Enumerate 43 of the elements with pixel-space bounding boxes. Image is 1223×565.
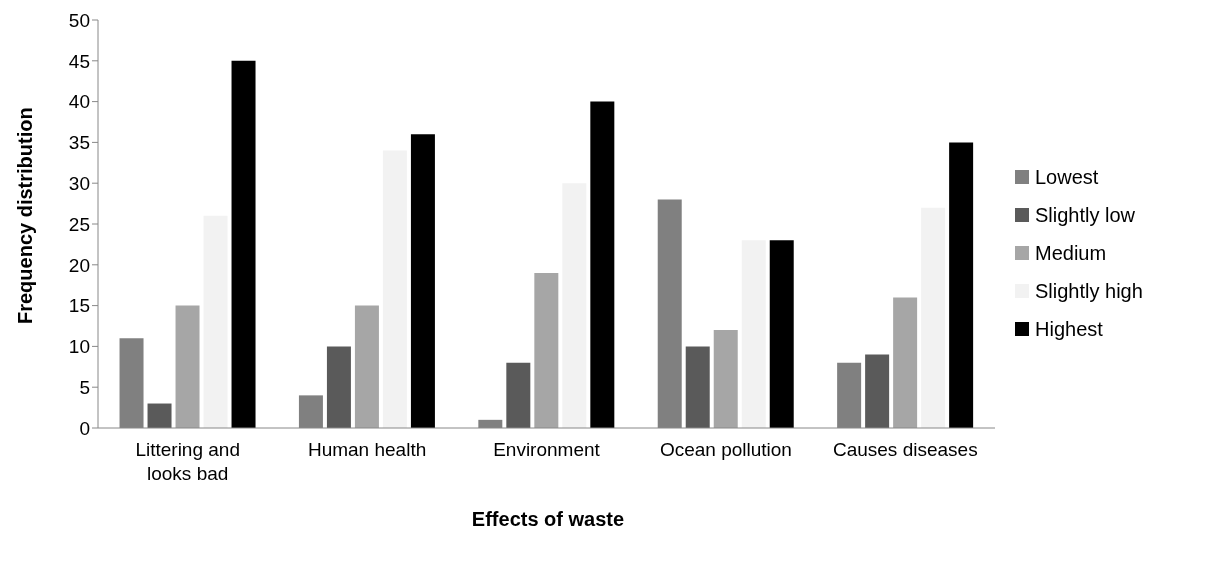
- y-tick-label: 40: [68, 91, 90, 113]
- y-tick-label: 45: [68, 50, 90, 72]
- legend-label: Slightly high: [1035, 279, 1143, 303]
- legend-label: Medium: [1035, 241, 1107, 265]
- bar: [562, 183, 587, 428]
- x-tick-label: Human health: [307, 439, 427, 460]
- legend-label: Lowest: [1035, 165, 1099, 189]
- bar: [354, 305, 379, 428]
- y-tick-label: 50: [68, 9, 90, 31]
- x-tick-label: Ocean pollution: [659, 439, 792, 460]
- bar: [741, 240, 766, 428]
- bar: [769, 240, 794, 428]
- y-tick-label: 5: [79, 376, 90, 398]
- bar: [506, 362, 531, 428]
- y-tick-label: 20: [68, 254, 90, 276]
- bar: [203, 215, 228, 428]
- bar: [865, 354, 890, 428]
- bar: [590, 101, 615, 428]
- bar: [713, 330, 738, 428]
- y-tick-label: 15: [68, 295, 90, 317]
- bar: [921, 207, 946, 428]
- x-tick-label: Littering and looks bad: [135, 439, 240, 484]
- bar: [410, 134, 435, 428]
- bar: [231, 60, 256, 428]
- y-tick-label: 35: [68, 132, 90, 154]
- x-tick-label: Causes diseases: [832, 439, 978, 460]
- bar: [893, 297, 918, 428]
- x-axis-title: Effects of waste: [470, 508, 626, 531]
- bar: [175, 305, 200, 428]
- x-tick-label: Environment: [493, 439, 601, 460]
- legend-label: Highest: [1035, 317, 1103, 341]
- y-tick-label: 0: [79, 417, 90, 439]
- y-tick-label: 30: [68, 172, 90, 194]
- bar: [534, 272, 559, 428]
- legend-label: Slightly low: [1035, 203, 1136, 227]
- bar: [949, 142, 974, 428]
- y-tick-label: 25: [68, 213, 90, 235]
- y-tick-label: 10: [68, 336, 90, 358]
- bar: [382, 150, 407, 428]
- bar: [147, 403, 172, 428]
- bar: [685, 346, 710, 428]
- bar: [326, 346, 351, 428]
- y-axis-title: Frequency distribution: [14, 107, 37, 324]
